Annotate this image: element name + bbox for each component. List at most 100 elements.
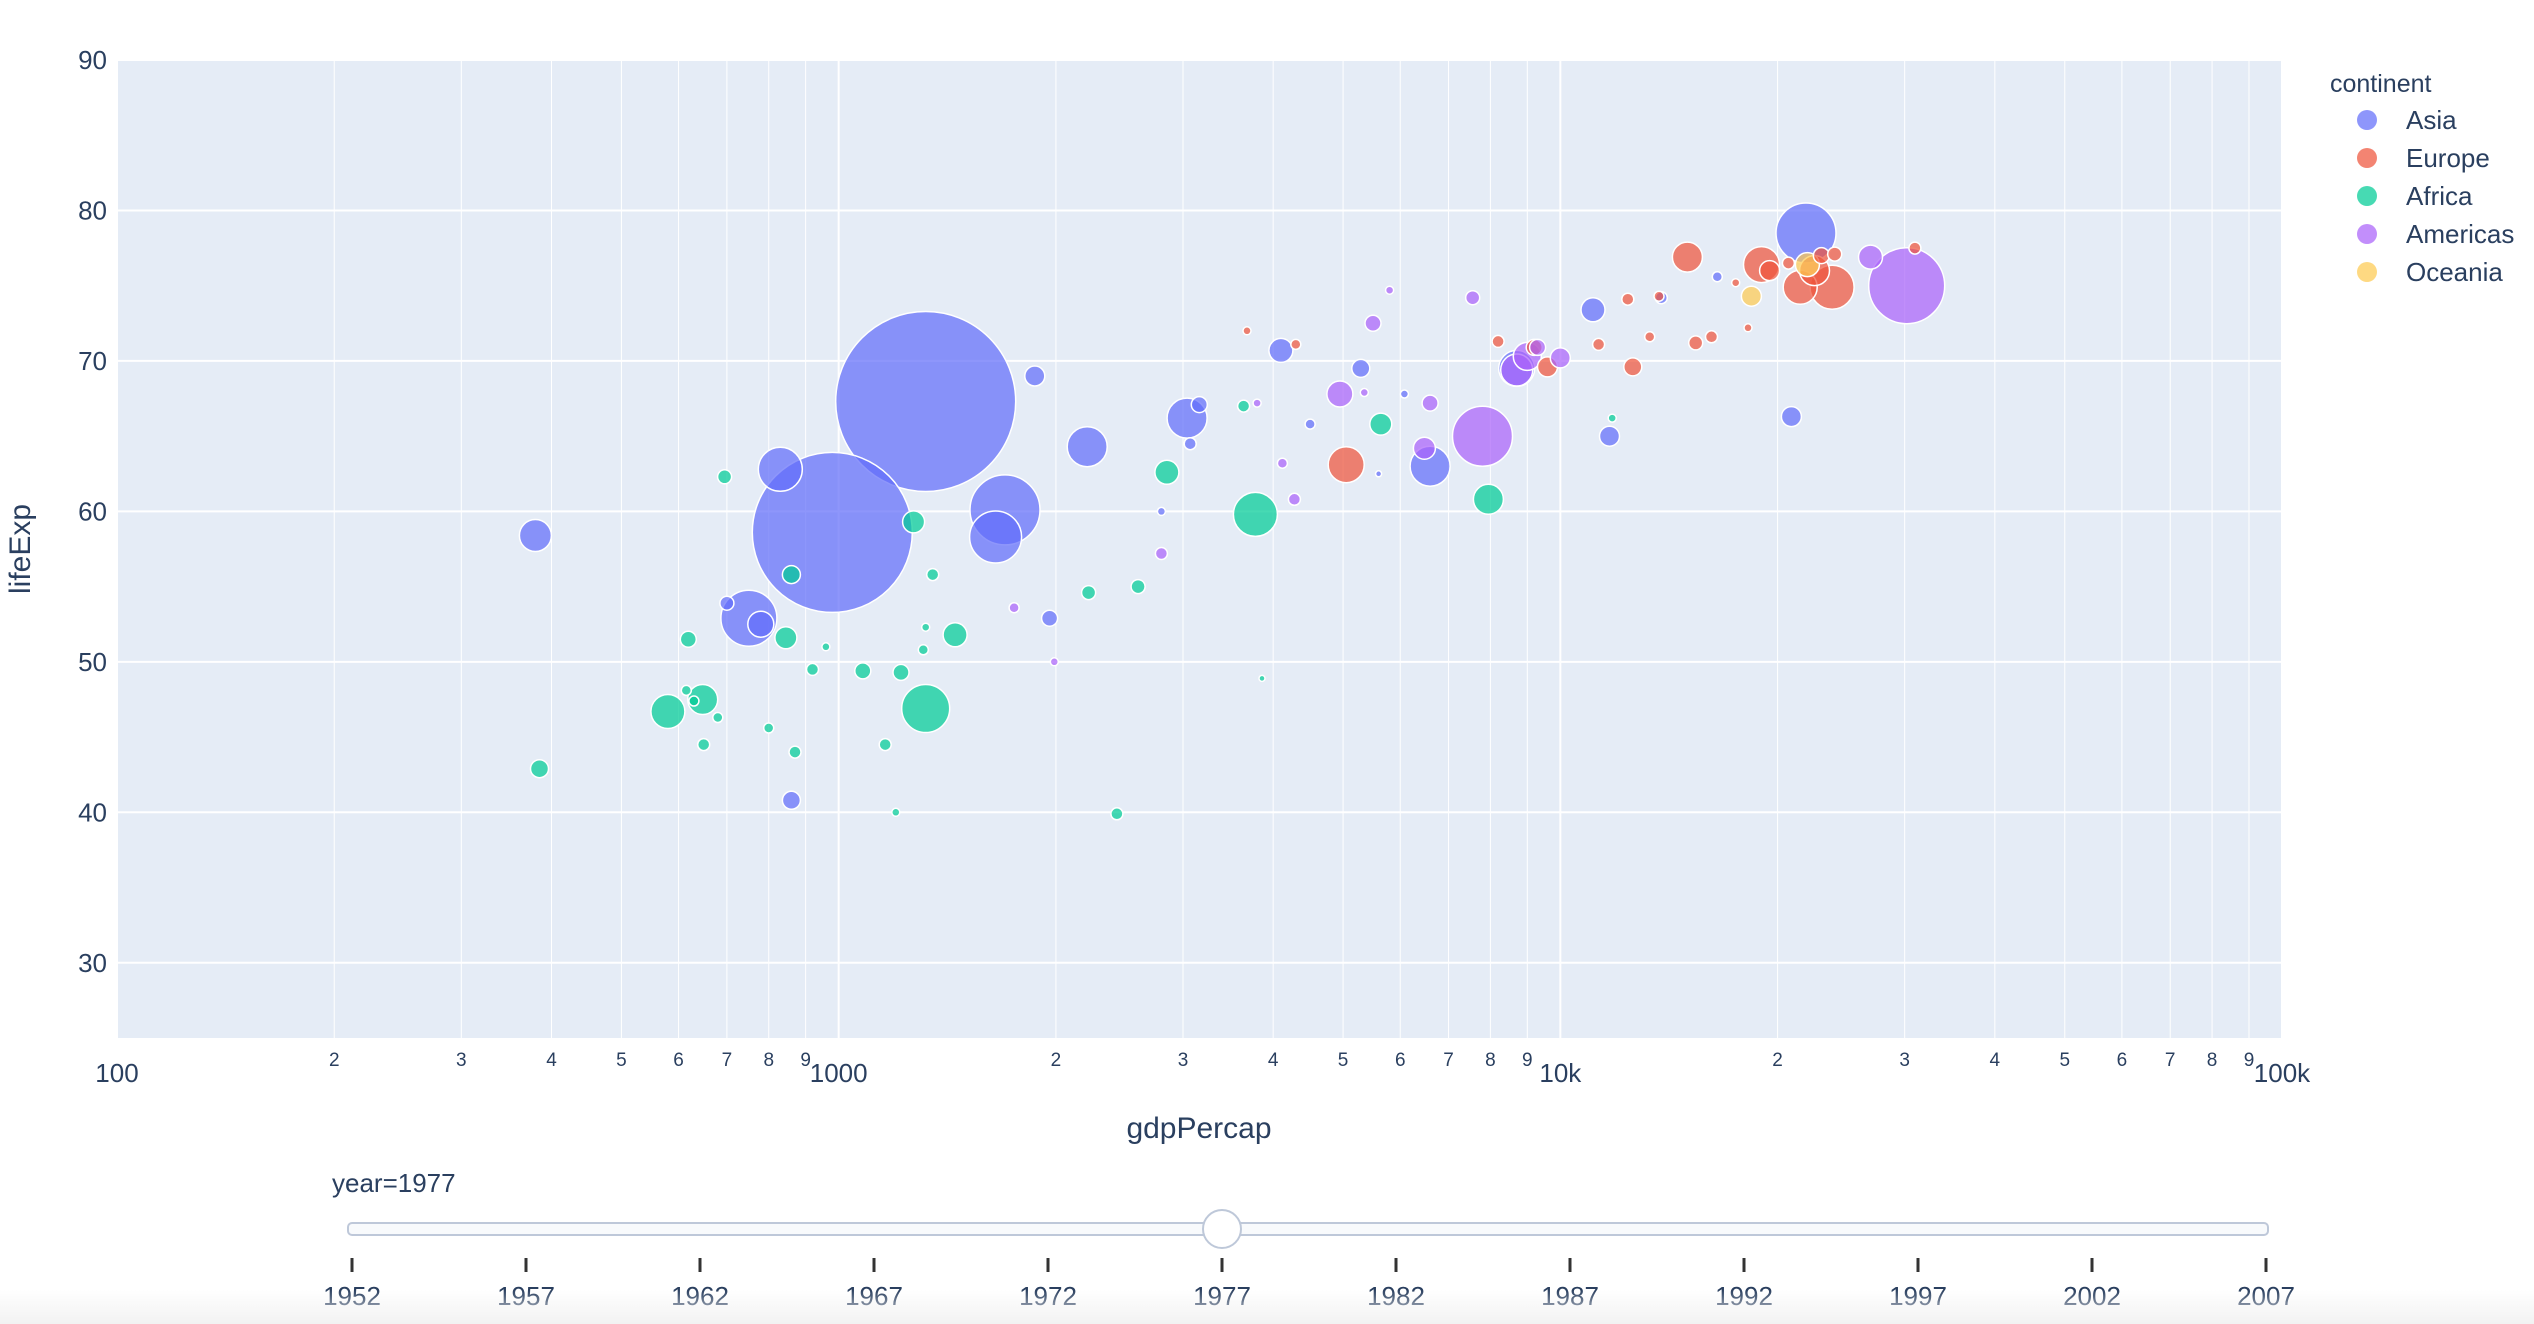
bubble-asia[interactable] xyxy=(1183,436,1197,451)
bubble-africa[interactable] xyxy=(878,737,892,752)
bubble-europe[interactable] xyxy=(1621,292,1635,306)
legend-items[interactable]: Asia Europe Africa Americas Oceania xyxy=(2357,105,2514,287)
bubble-africa[interactable] xyxy=(1236,399,1251,413)
bubble-africa[interactable] xyxy=(1472,483,1505,516)
bubble-asia[interactable] xyxy=(1580,297,1606,323)
bubble-asia[interactable] xyxy=(834,310,1017,493)
bubble-asia[interactable] xyxy=(747,610,775,638)
data-points[interactable] xyxy=(518,202,1946,821)
bubble-asia[interactable] xyxy=(781,790,802,811)
bubble-americas[interactable] xyxy=(1364,314,1382,333)
legend-item-europe[interactable]: Europe xyxy=(2357,143,2490,173)
bubble-africa[interactable] xyxy=(712,711,724,724)
bubble-africa[interactable] xyxy=(1232,491,1279,538)
bubble-africa[interactable] xyxy=(696,737,711,752)
slider-rail[interactable] xyxy=(347,1222,2269,1236)
legend-item-oceania[interactable]: Oceania xyxy=(2357,257,2503,287)
bubble-americas[interactable] xyxy=(1857,244,1884,270)
bubble-americas[interactable] xyxy=(1384,285,1395,295)
bubble-asia[interactable] xyxy=(1374,470,1383,478)
bubble-africa[interactable] xyxy=(686,683,719,716)
bubble-americas[interactable] xyxy=(1549,347,1572,369)
bubble-asia[interactable] xyxy=(1156,506,1167,517)
bubble-oceania[interactable] xyxy=(1740,285,1763,307)
bubble-europe[interactable] xyxy=(1826,246,1843,262)
bubble-africa[interactable] xyxy=(529,758,550,779)
bubble-africa[interactable] xyxy=(1369,412,1393,436)
bubble-europe[interactable] xyxy=(1704,330,1719,344)
bubble-europe[interactable] xyxy=(1643,331,1656,343)
bubble-africa[interactable] xyxy=(854,662,872,680)
bubble-africa[interactable] xyxy=(925,567,940,582)
bubble-americas[interactable] xyxy=(1049,657,1060,667)
bubble-africa[interactable] xyxy=(920,622,931,632)
bubble-europe[interactable] xyxy=(1591,337,1606,352)
bubble-africa[interactable] xyxy=(774,626,798,650)
bubble-europe[interactable] xyxy=(1908,241,1922,255)
bubble-africa[interactable] xyxy=(1110,807,1124,821)
bubble-asia[interactable] xyxy=(968,510,1023,564)
bubble-africa[interactable] xyxy=(891,807,901,818)
bubble-asia[interactable] xyxy=(1399,389,1410,399)
bubble-asia[interactable] xyxy=(1024,365,1046,387)
bubble-africa[interactable] xyxy=(917,644,930,656)
bubble-asia[interactable] xyxy=(1268,337,1294,364)
bubble-asia[interactable] xyxy=(1040,609,1059,627)
bubble-asia[interactable] xyxy=(518,518,553,553)
bubble-americas[interactable] xyxy=(1252,398,1262,408)
bubble-asia[interactable] xyxy=(719,595,735,611)
bubble-europe[interactable] xyxy=(1687,335,1704,351)
legend-item-africa[interactable]: Africa xyxy=(2357,181,2473,211)
bubble-europe[interactable] xyxy=(1623,357,1643,377)
bubble-africa[interactable] xyxy=(805,662,820,677)
bubble-africa[interactable] xyxy=(762,722,775,734)
bubble-asia[interactable] xyxy=(757,446,804,493)
bubble-americas[interactable] xyxy=(1287,492,1302,507)
bubble-africa[interactable] xyxy=(650,693,686,730)
bubble-europe[interactable] xyxy=(1758,259,1781,282)
legend-item-asia[interactable]: Asia xyxy=(2357,105,2457,135)
bubble-africa[interactable] xyxy=(688,695,700,707)
bubble-europe[interactable] xyxy=(1491,334,1505,349)
bubble-europe[interactable] xyxy=(1242,326,1252,336)
bubble-americas[interactable] xyxy=(1528,338,1547,357)
bubble-africa[interactable] xyxy=(781,564,802,585)
bubble-asia[interactable] xyxy=(1598,425,1621,447)
bubble-europe[interactable] xyxy=(1290,338,1302,351)
bubble-americas[interactable] xyxy=(1154,546,1169,561)
bubble-europe[interactable] xyxy=(1653,290,1665,302)
bubble-americas[interactable] xyxy=(1359,387,1370,398)
bubble-americas[interactable] xyxy=(1276,457,1289,469)
bubble-asia[interactable] xyxy=(1711,270,1724,283)
bubble-europe[interactable] xyxy=(1812,246,1831,265)
bubble-africa[interactable] xyxy=(901,510,926,534)
bubble-africa[interactable] xyxy=(1080,584,1097,601)
bubble-africa[interactable] xyxy=(821,642,831,652)
bubble-africa[interactable] xyxy=(1258,674,1266,683)
bubble-americas[interactable] xyxy=(1412,436,1437,460)
bubble-asia[interactable] xyxy=(1066,425,1108,468)
bubble-africa[interactable] xyxy=(716,469,733,485)
bubble-americas[interactable] xyxy=(1326,380,1354,408)
bubble-europe[interactable] xyxy=(1730,277,1741,288)
bubble-africa[interactable] xyxy=(679,630,698,649)
bubble-africa[interactable] xyxy=(1607,413,1617,423)
bubble-americas[interactable] xyxy=(1421,394,1439,412)
bubble-asia[interactable] xyxy=(1190,395,1209,414)
bubble-americas[interactable] xyxy=(1867,246,1946,325)
bubble-africa[interactable] xyxy=(1130,578,1146,595)
bubble-africa[interactable] xyxy=(788,745,802,759)
bubble-asia[interactable] xyxy=(1780,405,1803,428)
bubble-africa[interactable] xyxy=(942,622,968,648)
bubble-africa[interactable] xyxy=(900,683,951,734)
bubble-americas[interactable] xyxy=(1451,405,1514,467)
bubble-africa[interactable] xyxy=(680,684,693,697)
bubble-europe[interactable] xyxy=(1781,256,1796,270)
bubble-europe[interactable] xyxy=(1743,323,1753,333)
bubble-europe[interactable] xyxy=(1327,445,1365,484)
bubble-africa[interactable] xyxy=(892,663,910,682)
bubble-americas[interactable] xyxy=(1464,289,1481,306)
bubble-asia[interactable] xyxy=(1304,418,1316,430)
legend-item-americas[interactable]: Americas xyxy=(2357,219,2514,249)
bubble-americas[interactable] xyxy=(1008,601,1020,614)
